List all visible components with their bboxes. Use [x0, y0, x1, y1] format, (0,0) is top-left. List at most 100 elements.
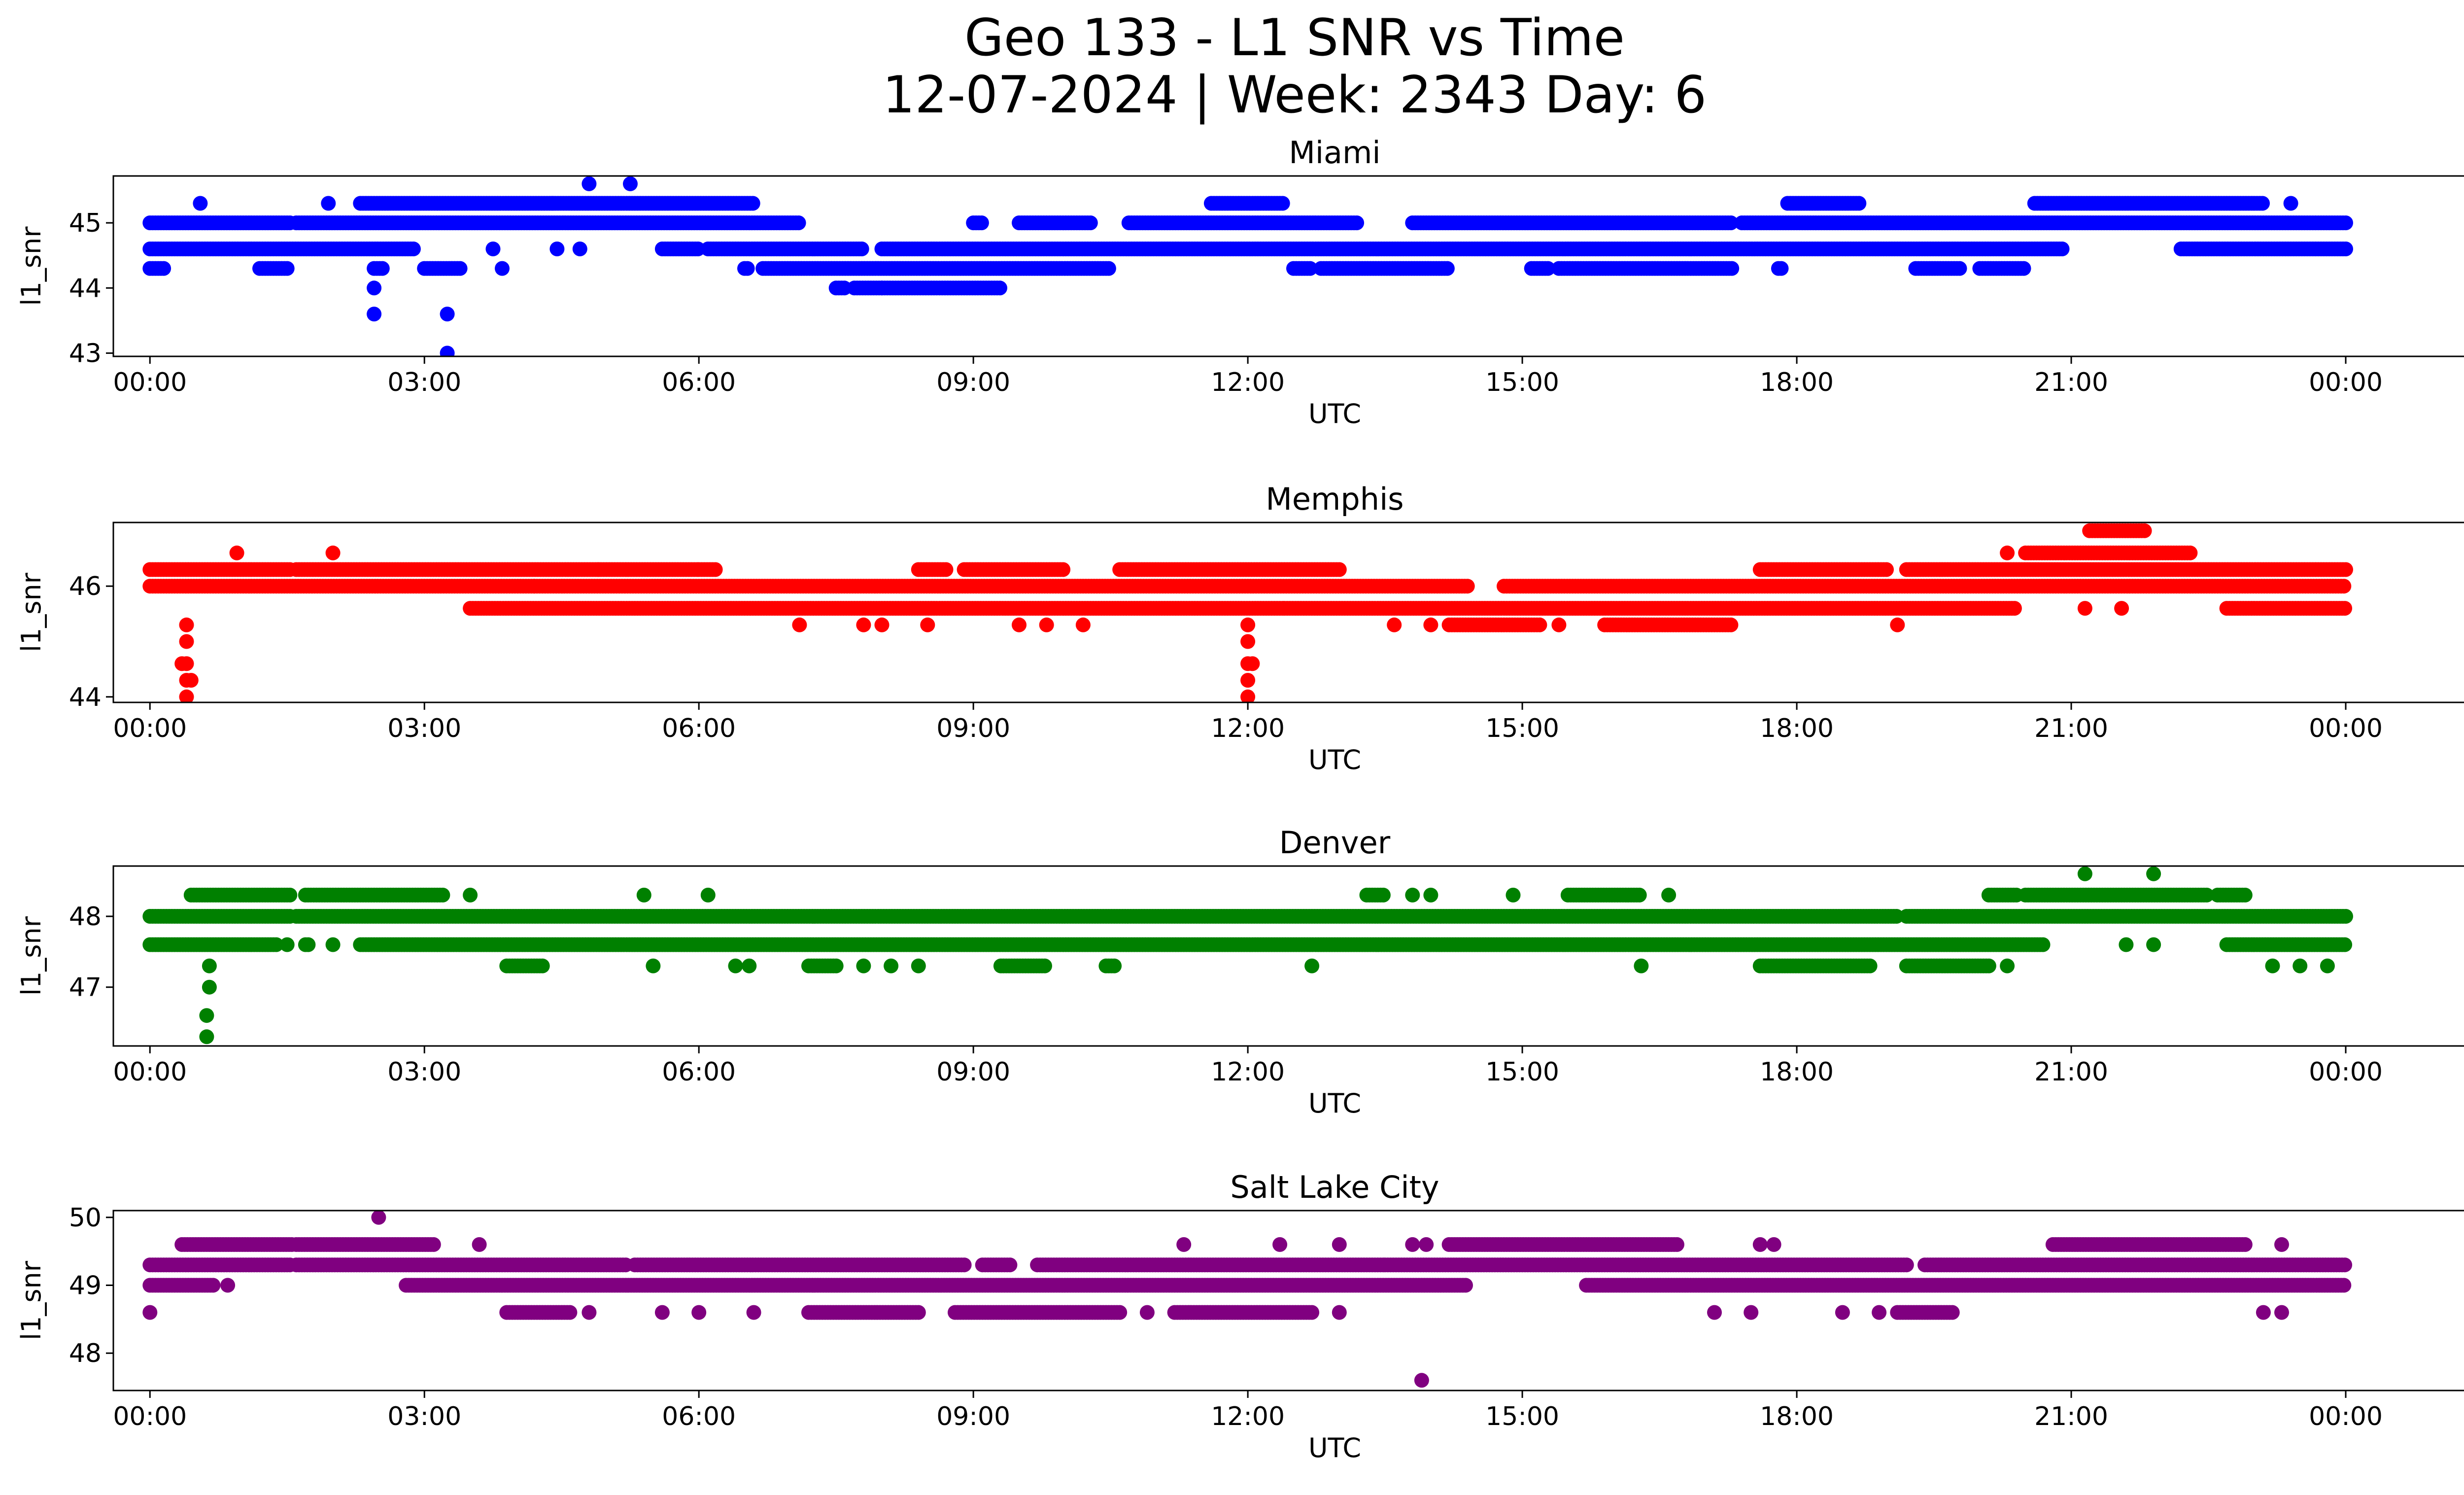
- panel-2-data-point: [2000, 545, 2015, 560]
- panel-1-data-point: [2016, 261, 2031, 276]
- panel-3-xtick-label: 15:00: [1485, 1057, 1559, 1087]
- panel-3-ylabel: l1_snr: [16, 916, 47, 996]
- panel-1-data-point: [1851, 196, 1867, 211]
- panel-2-data-point: [179, 634, 194, 649]
- panel-2-data-point: [179, 689, 194, 702]
- panel-1-xtick-label: 06:00: [662, 368, 736, 397]
- panel-1-data-point: [495, 261, 510, 276]
- panel-2-data-point: [1387, 617, 1402, 632]
- panel-1-data-point: [1349, 215, 1365, 231]
- panel-2-xtick-label: 09:00: [936, 714, 1010, 743]
- panel-2-data-point: [920, 617, 935, 632]
- panel-2-title: Memphis: [1266, 481, 1403, 517]
- panel-1-data-point: [2338, 242, 2353, 256]
- panel-2-data-point: [2337, 601, 2353, 616]
- panel-1-xlabel: UTC: [1308, 398, 1361, 429]
- panel-3-title: Denver: [1279, 825, 1391, 861]
- panel-2-frame: [112, 522, 2464, 703]
- panel-1-data-point: [367, 280, 382, 296]
- panel-2-data-point: [174, 656, 190, 671]
- panel-1-xtick-label: 00:00: [2309, 368, 2383, 397]
- panel-2-data-point: [1012, 617, 1027, 632]
- panel-2-data-point: [1332, 562, 1347, 577]
- panel-3-xtick-label: 18:00: [1760, 1057, 1834, 1087]
- panel-1-points: [142, 176, 2353, 356]
- panel-3-data-point: [282, 887, 298, 903]
- panel-3-points: [142, 866, 2353, 1044]
- panel-2-data-point: [2114, 601, 2129, 616]
- panel-3-xtick-label: 06:00: [662, 1057, 736, 1087]
- panel-1-xtick-label: 09:00: [936, 368, 1010, 397]
- panel-2-data-point: [1240, 689, 1256, 702]
- panel-1-data-point: [1540, 261, 1556, 276]
- panel-2-data-point: [874, 617, 890, 632]
- panel-1-data-point: [2255, 196, 2270, 211]
- panel-2-ytick-label: 44: [69, 683, 102, 712]
- panel-3-xtick-label: 12:00: [1211, 1057, 1285, 1087]
- panel-1-xtick-label: 21:00: [2034, 368, 2108, 397]
- panel-3-xtick-label: 00:00: [113, 1057, 187, 1087]
- panel-1-data-point: [791, 215, 806, 231]
- panel-2-data-point: [1879, 562, 1894, 577]
- panel-1-data-point: [1275, 196, 1290, 211]
- panel-1-data-point: [2338, 215, 2353, 231]
- panel-1-data-point: [1439, 261, 1455, 276]
- figure-title-line2: 12-07-2024 | Week: 2343 Day: 6: [883, 66, 1707, 125]
- panel-1-data-point: [156, 261, 171, 276]
- panel-2-data-point: [1245, 656, 1260, 671]
- panel-1-xtick-label: 12:00: [1211, 368, 1285, 397]
- panel-2-data-point: [792, 617, 807, 632]
- panel-1-data-point: [1083, 215, 1098, 231]
- panel-2-xtick-label: 12:00: [1211, 714, 1285, 743]
- panel-2-xtick-label: 03:00: [387, 714, 461, 743]
- panel-2-data-point: [1532, 617, 1547, 632]
- panel-2-data-point: [1056, 562, 1071, 577]
- panel-1-ylabel: l1_snr: [16, 226, 47, 306]
- panel-1-data-point: [485, 242, 501, 256]
- panel-1-data-point: [321, 196, 336, 211]
- panel-1-data-point: [375, 261, 390, 276]
- panel-2-ytick-label: 46: [69, 572, 102, 601]
- panel-1-data-point: [1774, 261, 1789, 276]
- panel-1-data-point: [1101, 261, 1116, 276]
- panel-3-xtick-label: 03:00: [387, 1057, 461, 1087]
- panel-2-xtick-label: 21:00: [2034, 714, 2108, 743]
- panel-3-data-point: [435, 887, 450, 903]
- panel-2-data-point: [1423, 617, 1438, 632]
- panel-1-data-point: [440, 307, 455, 322]
- panel-1-xtick-label: 03:00: [387, 368, 461, 397]
- panel-1-data-point: [974, 215, 989, 231]
- panel-1-data-point: [279, 261, 295, 276]
- panel-1-data-point: [440, 346, 455, 356]
- panel-2-data-point: [708, 562, 723, 577]
- panel-1-data-point: [549, 242, 565, 256]
- panel-2-data-point: [2183, 545, 2198, 560]
- panel-2-data-point: [1240, 617, 1256, 632]
- panel-1-xtick-label: 00:00: [113, 368, 187, 397]
- panel-3-ytick-label: 48: [69, 902, 102, 932]
- panel-1-data-point: [690, 242, 706, 256]
- panel-1-xtick-label: 15:00: [1485, 368, 1559, 397]
- panel-3-data-point: [2199, 887, 2214, 903]
- panel-2-xtick-label: 00:00: [2309, 714, 2383, 743]
- panel-1-data-point: [2054, 242, 2070, 256]
- panel-3-ytick-label: 47: [69, 973, 102, 1003]
- panel-1-data-point: [452, 261, 468, 276]
- panel-2-data-point: [2338, 562, 2353, 577]
- panel-2-xtick-label: 18:00: [1760, 714, 1834, 743]
- panel-1-data-point: [1302, 261, 1318, 276]
- panel-2-data-point: [2077, 601, 2092, 616]
- panel-1-data-point: [1724, 261, 1740, 276]
- panel-3-data-point: [1375, 887, 1391, 903]
- panel-1-data-point: [745, 196, 760, 211]
- panel-2-points: [142, 523, 2353, 702]
- panel-1-data-point: [406, 242, 421, 256]
- panel-2-data-point: [183, 673, 199, 688]
- figure-title-line1: Geo 133 - L1 SNR vs Time: [964, 8, 1625, 68]
- panel-1-data-point: [854, 242, 869, 256]
- panel-2-data-point: [1890, 617, 1905, 632]
- panel-2-xtick-label: 00:00: [113, 714, 187, 743]
- panel-3-data-point: [1632, 887, 1647, 903]
- panel-1-title: Miami: [1289, 135, 1380, 171]
